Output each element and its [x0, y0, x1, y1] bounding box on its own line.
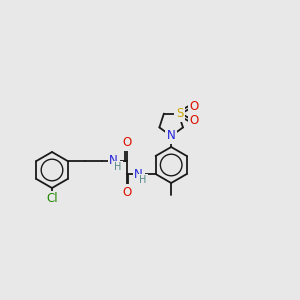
Text: O: O	[189, 115, 199, 128]
Text: H: H	[114, 162, 122, 172]
Text: H: H	[139, 176, 147, 185]
Text: O: O	[122, 186, 131, 199]
Text: N: N	[109, 154, 118, 167]
Text: N: N	[134, 167, 143, 181]
Text: N: N	[167, 130, 176, 142]
Text: O: O	[189, 100, 199, 113]
Text: Cl: Cl	[46, 193, 58, 206]
Text: S: S	[176, 107, 183, 120]
Text: O: O	[122, 136, 131, 149]
